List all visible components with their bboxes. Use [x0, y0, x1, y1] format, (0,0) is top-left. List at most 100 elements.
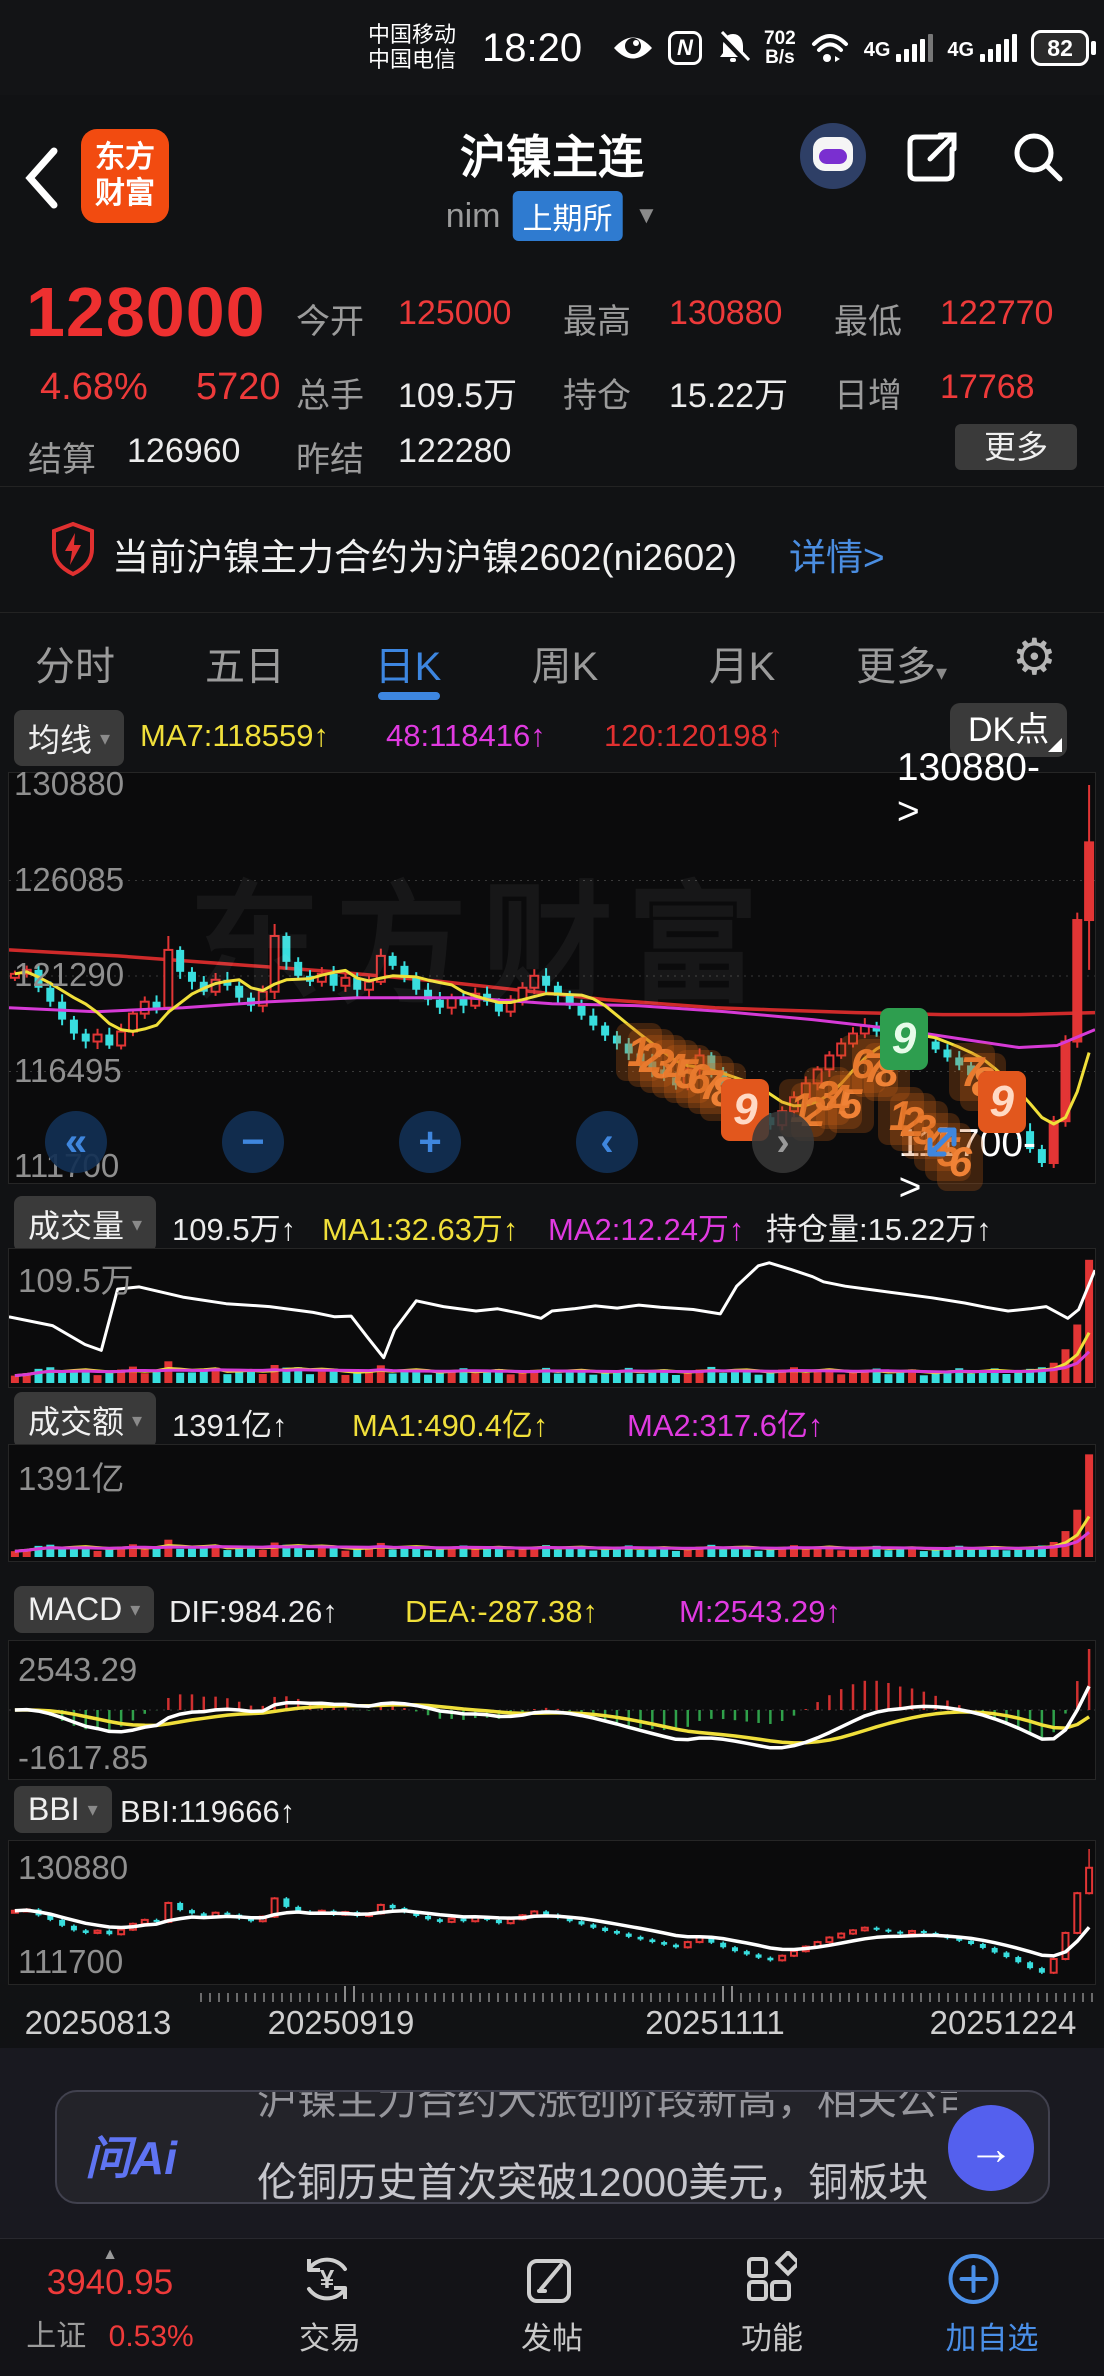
- timeline-tick: [785, 1993, 787, 2002]
- field-label-oi: 持仓: [563, 377, 631, 415]
- last-price: 128000: [26, 273, 266, 351]
- volume-selector-button[interactable]: 成交量 ▾: [14, 1196, 157, 1252]
- timeline-tick: [218, 1993, 220, 2002]
- amount-chart[interactable]: [8, 1444, 1096, 1562]
- more-button[interactable]: 更多: [955, 424, 1077, 470]
- date-label: 20251224: [929, 2004, 1077, 2041]
- tab-more[interactable]: 更多▾: [856, 645, 948, 689]
- change-percent: 4.68%: [40, 366, 148, 408]
- timeline-tick: [569, 1993, 571, 2002]
- signal-1-icon: 4G: [864, 34, 934, 62]
- date-label: 20251111: [645, 2004, 785, 2041]
- zoom-out-button[interactable]: −: [222, 1111, 284, 1173]
- nav-item-add-watchlist[interactable]: 加自选: [946, 2251, 1039, 2358]
- nav-item-features[interactable]: 功能: [741, 2251, 803, 2358]
- timeline-tick: [1082, 1993, 1084, 2002]
- timeline-tick: [974, 1993, 976, 2002]
- nav-item-index[interactable]: ▲ 3940.95 上证 0.53%: [26, 2247, 193, 2355]
- search-icon[interactable]: [1008, 127, 1068, 187]
- timeline-tick: [497, 1993, 499, 2002]
- timeline-tick: [398, 1993, 400, 2002]
- timeline-tick: [506, 1993, 508, 2002]
- app-logo[interactable]: 东方 财富: [81, 129, 169, 223]
- timeline-tick: [695, 1993, 697, 2002]
- field-value-volume: 109.5万: [398, 377, 518, 415]
- timeline-tick: [650, 1993, 652, 2002]
- mute-bell-icon: [716, 31, 750, 65]
- scroll-left-fast-button[interactable]: «: [45, 1111, 107, 1173]
- bbi-selector-button[interactable]: BBI ▾: [14, 1786, 112, 1833]
- net-speed: 702 B/s: [764, 28, 796, 68]
- tab-五日[interactable]: 五日: [205, 645, 285, 689]
- chevron-down-icon: ▾: [100, 727, 111, 750]
- ma7-label: MA7:118559↑: [140, 718, 329, 753]
- contract-subtitle[interactable]: nim 上期所 ▼: [445, 191, 658, 241]
- add-circle-icon: [946, 2251, 1039, 2307]
- field-value-prev-settle: 122280: [398, 432, 512, 470]
- notice-detail-link[interactable]: 详情>: [789, 537, 885, 578]
- bbi-header: BBI ▾ BBI:119666↑: [0, 1786, 1104, 1840]
- volume-value: 109.5万↑: [172, 1212, 297, 1247]
- dk-point-button[interactable]: DK点: [950, 703, 1068, 757]
- amount-value: 1391亿↑: [172, 1408, 288, 1443]
- notice-bar[interactable]: 当前沪镍主力合约为沪镍2602(ni2602) 详情>: [0, 487, 1104, 612]
- resize-chart-icon[interactable]: [918, 1118, 966, 1166]
- chevron-down-icon: ▾: [132, 1409, 143, 1432]
- carrier-labels: 中国移动 中国电信: [368, 22, 456, 72]
- ma-selector-button[interactable]: 均线 ▾: [14, 710, 125, 766]
- nav-item-trade[interactable]: ¥ 交易: [299, 2251, 361, 2358]
- amount-selector-button[interactable]: 成交额 ▾: [14, 1392, 157, 1448]
- share-icon[interactable]: [902, 127, 962, 187]
- ask-ai-bar[interactable]: 问Ai 沪镍主力合约大涨创阶段新高，相关公司… 伦铜历史首次突破12000美元，…: [55, 2090, 1050, 2204]
- timeline-tick: [200, 1993, 202, 2002]
- macd-dif: DIF:984.26↑: [169, 1594, 338, 1629]
- timeline-tick: [488, 1993, 490, 2002]
- timeline-tick: [965, 1993, 967, 2002]
- volume-chart[interactable]: [8, 1248, 1096, 1388]
- macd-selector-button[interactable]: MACD ▾: [14, 1586, 155, 1633]
- tab-周K[interactable]: 周K: [531, 645, 599, 689]
- scroll-right-button[interactable]: ›: [752, 1111, 814, 1173]
- volume-ma2: MA2:12.24万↑: [548, 1212, 745, 1247]
- chart-tabs: 分时 五日 日K 周K 月K 更多▾ ⚙: [0, 612, 1104, 702]
- timeline-tick: [686, 1993, 688, 2002]
- trade-icon: ¥: [299, 2251, 361, 2307]
- back-button[interactable]: [24, 147, 60, 209]
- ai-ticker-line: 伦铜历史首次突破12000美元，铜板块: [257, 2161, 929, 2204]
- tab-分时[interactable]: 分时: [35, 645, 115, 689]
- timeline-tick: [614, 1993, 616, 2002]
- timeline-tick: [308, 1993, 310, 2002]
- volume-header: 成交量 ▾ 109.5万↑ MA1:32.63万↑ MA2:12.24万↑ 持仓量…: [0, 1196, 1104, 1252]
- zoom-in-button[interactable]: +: [399, 1111, 461, 1173]
- timeline-scrollbar[interactable]: [8, 1986, 1096, 2002]
- field-value-oi: 15.22万: [669, 377, 789, 415]
- macd-chart[interactable]: [8, 1640, 1096, 1780]
- timeline-tick: [830, 1993, 832, 2002]
- timeline-tick: [893, 1993, 895, 2002]
- main-axis-label: 126085: [14, 860, 125, 898]
- ai-send-button[interactable]: →: [948, 2105, 1034, 2191]
- tab-日K[interactable]: 日K: [374, 645, 442, 689]
- timeline-tick: [1037, 1993, 1039, 2002]
- timeline-tick: [407, 1993, 409, 2002]
- tab-月K[interactable]: 月K: [708, 645, 776, 689]
- ai-assistant-button[interactable]: [800, 123, 866, 189]
- nav-item-post[interactable]: 发帖: [521, 2251, 583, 2358]
- contract-code: nim: [445, 196, 501, 235]
- gear-icon[interactable]: ⚙: [1012, 629, 1057, 685]
- timeline-tick: [749, 1993, 751, 2002]
- signal-2-icon: 4G: [947, 34, 1018, 62]
- date-label: 20250919: [267, 2004, 415, 2041]
- main-kline-chart[interactable]: 东方财富: [8, 772, 1096, 1184]
- bbi-chart[interactable]: [8, 1840, 1096, 1985]
- macd-dea: DEA:-287.38↑: [405, 1594, 598, 1629]
- header: 东方 财富 沪镍主连 nim 上期所 ▼: [0, 95, 1104, 262]
- post-icon: [521, 2251, 583, 2307]
- timeline-tick: [731, 1986, 733, 2002]
- timeline-tick: [992, 1993, 994, 2002]
- timeline-tick: [947, 1993, 949, 2002]
- macd-m: M:2543.29↑: [679, 1594, 841, 1629]
- scroll-left-button[interactable]: ‹: [576, 1111, 638, 1173]
- timeline-tick: [596, 1993, 598, 2002]
